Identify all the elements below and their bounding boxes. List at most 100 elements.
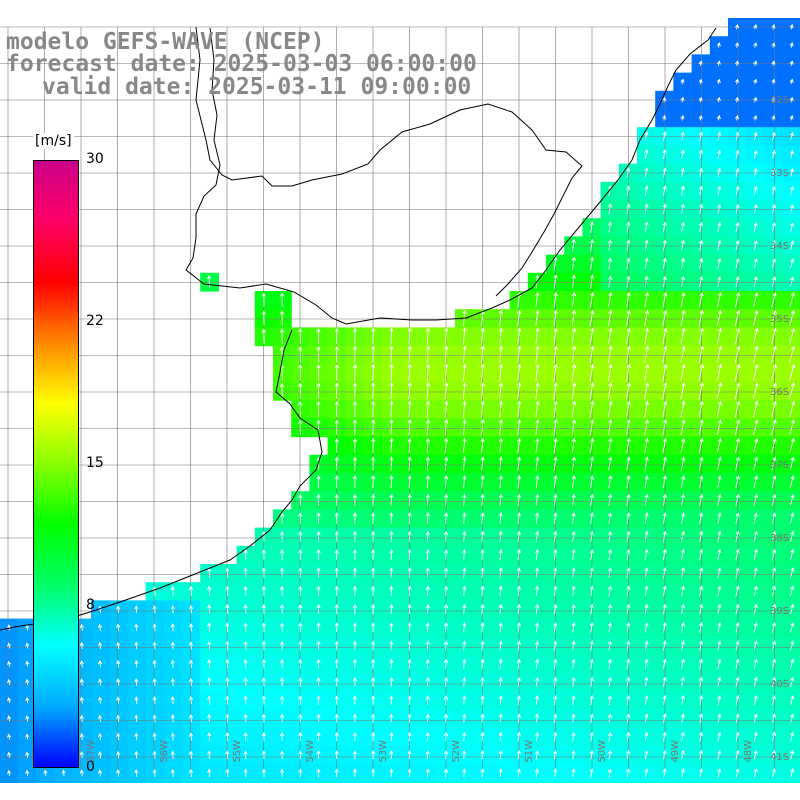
wind-arrow [699, 713, 704, 724]
wind-arrow [680, 585, 685, 597]
wind-arrow [480, 640, 485, 651]
wind-arrow [716, 381, 723, 400]
wind-arrow [480, 713, 485, 724]
wind-arrow [516, 585, 522, 597]
wind-arrow [589, 749, 594, 760]
wind-arrow [316, 750, 321, 760]
wind-arrow [535, 621, 540, 633]
wind-arrow [462, 622, 467, 633]
wind-arrow [316, 677, 321, 687]
wind-arrow [316, 622, 321, 633]
wind-arrow [116, 750, 121, 759]
wind-arrow [698, 78, 703, 85]
wind-arrow [716, 327, 723, 345]
wind-arrow [789, 493, 795, 507]
wind-arrow [589, 474, 595, 489]
wind-arrow [425, 327, 431, 345]
wind-arrow [480, 548, 485, 560]
wind-arrow [407, 585, 412, 597]
wind-arrow [298, 640, 303, 651]
wind-arrow [735, 257, 740, 269]
wind-arrow [516, 548, 522, 561]
wind-arrow [571, 548, 576, 561]
wind-arrow [444, 530, 449, 542]
wind-arrow [662, 456, 668, 471]
wind-arrow [644, 676, 649, 687]
wind-arrow [480, 749, 485, 760]
lon-label: 48W [743, 740, 754, 763]
wind-arrow [644, 567, 649, 579]
wind-arrow [699, 239, 704, 251]
wind-arrow [316, 512, 321, 524]
wind-arrow [389, 713, 394, 723]
wind-arrow [734, 60, 740, 66]
wind-arrow [243, 713, 248, 723]
wind-arrow [589, 530, 594, 542]
wind-arrow [170, 623, 175, 632]
wind-arrow [97, 769, 103, 777]
wind-arrow [607, 400, 613, 418]
lat-label: 38S [770, 533, 790, 544]
wind-arrow [771, 640, 777, 651]
wind-arrow [717, 475, 722, 489]
wind-arrow [662, 621, 667, 633]
wind-arrow [225, 768, 230, 778]
wind-arrow [644, 363, 650, 382]
wind-arrow [535, 695, 540, 706]
wind-arrow [316, 345, 321, 363]
wind-arrow [735, 275, 740, 287]
wind-arrow [371, 603, 376, 615]
wind-arrow [498, 474, 503, 489]
wind-arrow [571, 621, 576, 633]
wind-arrow [571, 658, 576, 669]
wind-arrow [480, 567, 485, 579]
wind-arrow [644, 493, 649, 507]
wind-arrow [771, 749, 776, 760]
wind-arrow [152, 696, 157, 705]
wind-arrow [680, 475, 686, 489]
wind-arrow [716, 78, 721, 85]
wind-arrow [717, 768, 722, 778]
wind-arrow [753, 131, 758, 141]
wind-arrow [753, 78, 758, 85]
wind-arrow [334, 363, 339, 381]
wind-arrow [334, 382, 339, 400]
wind-arrow [498, 567, 503, 579]
wind-arrow [407, 658, 412, 669]
wind-arrow [626, 345, 631, 364]
wind-arrow [389, 363, 394, 382]
wind-arrow [644, 400, 650, 418]
wind-arrow [535, 474, 540, 489]
wind-arrow [644, 768, 649, 778]
wind-arrow [680, 567, 686, 579]
wind-arrow [352, 768, 357, 778]
wind-arrow [607, 731, 613, 742]
wind-arrow [553, 400, 558, 418]
wind-arrow [698, 400, 704, 418]
wind-arrow [499, 345, 504, 364]
wind-arrow [407, 512, 412, 525]
wind-arrow [626, 548, 631, 561]
wind-arrow [7, 696, 12, 704]
wind-arrow [680, 275, 686, 288]
wind-arrow [753, 221, 758, 232]
wind-arrow [352, 622, 357, 633]
wind-arrow [553, 585, 558, 597]
wind-arrow [25, 751, 30, 758]
wind-arrow [425, 512, 430, 525]
wind-arrow [116, 623, 121, 632]
wind-arrow [590, 274, 595, 289]
wind-arrow [152, 623, 157, 632]
wind-arrow [716, 114, 721, 121]
wind-arrow [443, 749, 449, 760]
wind-arrow [352, 603, 357, 615]
wind-arrow [662, 585, 667, 597]
wind-arrow [571, 640, 576, 651]
wind-arrow [680, 309, 686, 327]
wind-arrow [790, 713, 795, 724]
wind-arrow [389, 640, 394, 651]
wind-arrow [790, 258, 795, 269]
wind-arrow [716, 96, 721, 103]
wind-arrow [589, 493, 595, 507]
wind-arrow [790, 276, 795, 287]
